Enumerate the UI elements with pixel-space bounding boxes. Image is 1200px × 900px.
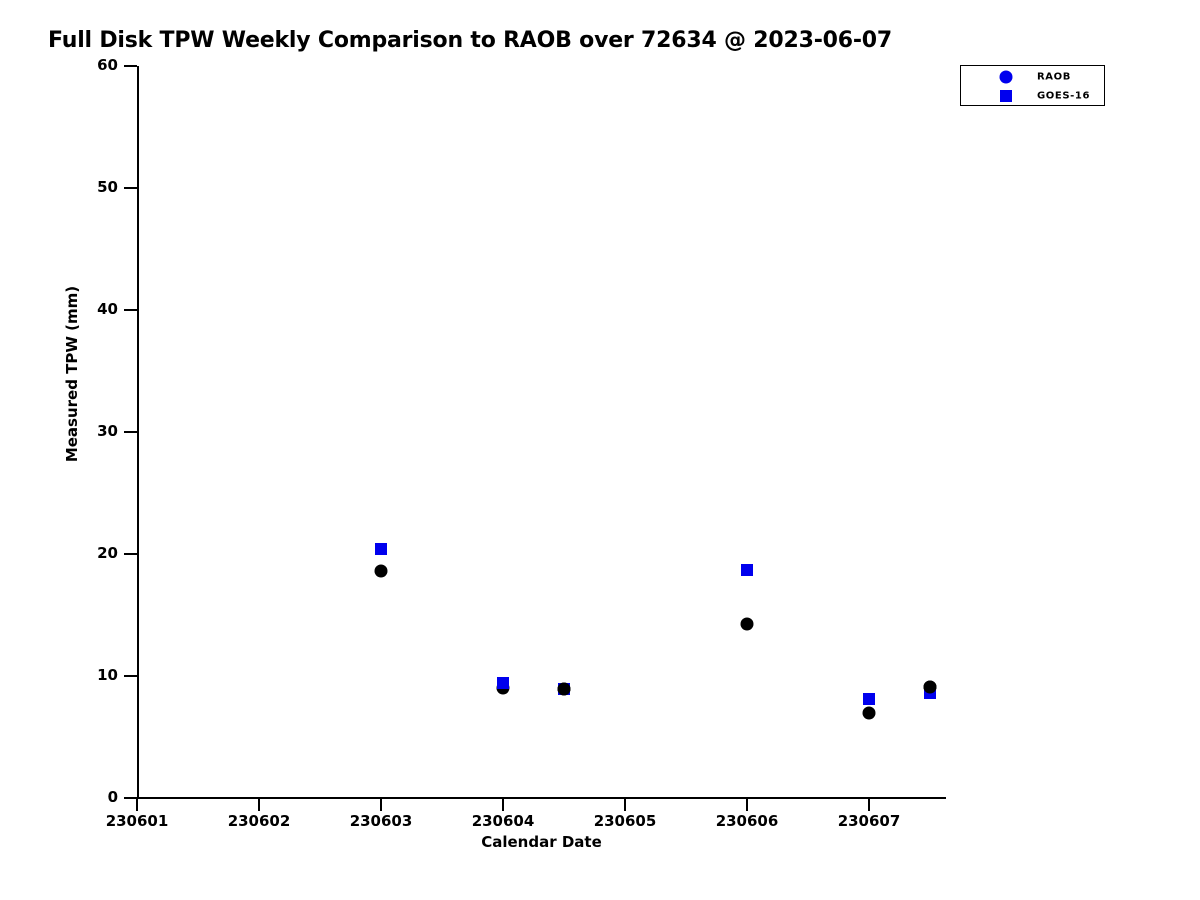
- data-point-goes-16: [863, 693, 875, 706]
- y-axis-line: [137, 66, 139, 799]
- x-axis-tick: [746, 799, 748, 811]
- x-axis-tick-label: 230601: [105, 812, 169, 830]
- y-axis-tick-label: 10: [97, 666, 118, 684]
- y-axis-tick: [124, 187, 137, 189]
- x-axis-tick: [258, 799, 260, 811]
- legend-entry: RAOB: [961, 67, 1104, 86]
- x-axis-tick: [868, 799, 870, 811]
- legend-marker-circle-icon: [999, 70, 1013, 83]
- x-axis-tick: [380, 799, 382, 811]
- data-point-raob: [374, 564, 388, 578]
- y-axis-tick: [124, 309, 137, 311]
- data-point-raob: [740, 617, 754, 631]
- y-axis-tick-label: 40: [97, 300, 118, 318]
- legend-label: GOES-16: [1037, 90, 1091, 101]
- x-axis-tick: [502, 799, 504, 811]
- x-axis-tick-label: 230604: [471, 812, 535, 830]
- x-axis-tick-label: 230605: [593, 812, 657, 830]
- page-title: Full Disk TPW Weekly Comparison to RAOB …: [48, 28, 893, 53]
- y-axis-tick: [124, 553, 137, 555]
- x-axis-label: Calendar Date: [481, 833, 602, 851]
- x-axis-tick: [624, 799, 626, 811]
- x-axis-tick-label: 230607: [837, 812, 901, 830]
- y-axis-tick: [124, 65, 137, 67]
- y-axis-tick: [124, 431, 137, 433]
- chart-legend: RAOB GOES-16: [960, 65, 1105, 106]
- x-axis-tick-label: 230603: [349, 812, 413, 830]
- data-point-goes-16: [741, 563, 753, 576]
- x-axis-line: [137, 797, 946, 799]
- data-point-raob: [923, 680, 937, 694]
- x-axis-tick: [136, 799, 138, 811]
- plot-area: [137, 66, 945, 798]
- x-axis-tick-label: 230602: [227, 812, 291, 830]
- y-axis-tick-label: 0: [107, 788, 118, 806]
- data-point-raob: [862, 706, 876, 720]
- y-axis-tick-label: 20: [97, 544, 118, 562]
- legend-entry: GOES-16: [961, 86, 1104, 105]
- y-axis-tick: [124, 797, 137, 799]
- data-point-goes-16: [375, 543, 387, 556]
- legend-marker-square-icon: [1000, 89, 1012, 102]
- y-axis-tick-label: 50: [97, 178, 118, 196]
- x-axis-tick-label: 230606: [715, 812, 779, 830]
- y-axis-tick: [124, 675, 137, 677]
- y-axis-tick-label: 60: [97, 56, 118, 74]
- y-axis-label: Measured TPW (mm): [63, 285, 81, 463]
- data-point-goes-16: [497, 677, 509, 690]
- y-axis-tick-label: 30: [97, 422, 118, 440]
- legend-label: RAOB: [1037, 71, 1071, 82]
- data-point-raob: [557, 682, 571, 696]
